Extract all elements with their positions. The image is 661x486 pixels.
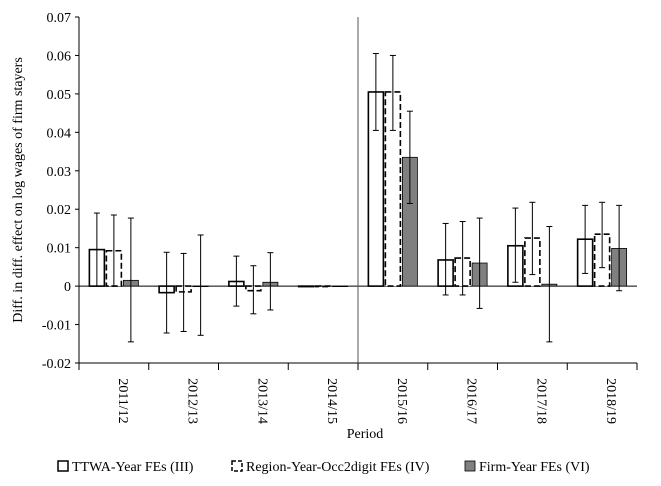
y-tick-label: 0.02 (47, 203, 72, 218)
legend: TTWA-Year FEs (III) Region-Year-Occ2digit… (57, 460, 590, 475)
x-tick-labels: 2011/12 2012/13 2013/14 2014/15 2015/16 2016/… (115, 378, 618, 424)
y-tick-label: -0.01 (42, 319, 71, 334)
error-bars (93, 53, 623, 343)
legend-swatch-1 (231, 460, 243, 472)
y-tick-label: 0.05 (47, 88, 72, 103)
legend-swatch-0 (57, 460, 69, 472)
bar-1-3 (314, 285, 332, 288)
y-tick-label: 0 (64, 280, 71, 295)
x-tick-label: 2016/17 (464, 378, 479, 424)
bar-1-4 (384, 91, 402, 287)
x-tick-label: 2017/18 (533, 378, 548, 424)
y-axis-title: Diff. in diff. effect on log wages of fi… (11, 57, 26, 323)
y-tick-label: -0.02 (42, 357, 71, 372)
y-tick-label: 0.04 (47, 126, 72, 141)
x-tick-label: 2011/12 (115, 378, 130, 423)
x-tick-label: 2014/15 (324, 378, 339, 424)
y-tick-label: 0.03 (47, 165, 72, 180)
x-tick-label: 2012/13 (185, 378, 200, 424)
x-axis-title: Period (347, 427, 384, 442)
y-tick-labels: -0.02 -0.01 0 0.01 0.02 0.03 0.04 0.05 0.06 0.07 (42, 11, 71, 372)
legend-label-0: TTWA-Year FEs (III) (72, 460, 194, 475)
y-tick-label: 0.01 (47, 242, 72, 257)
y-tick-label: 0.07 (47, 11, 72, 26)
legend-label-1: Region-Year-Occ2digit FEs (IV) (246, 460, 430, 475)
y-tick-label: 0.06 (47, 49, 72, 64)
bar-2-3 (332, 285, 349, 288)
bar-0-3 (297, 285, 315, 288)
x-tick-label: 2018/19 (603, 378, 618, 424)
legend-label-2: Firm-Year FEs (VI) (479, 460, 590, 475)
x-tick-label: 2013/14 (254, 378, 269, 424)
x-tick-label: 2015/16 (394, 378, 409, 424)
axes (75, 16, 638, 370)
legend-swatch-2 (464, 460, 476, 472)
